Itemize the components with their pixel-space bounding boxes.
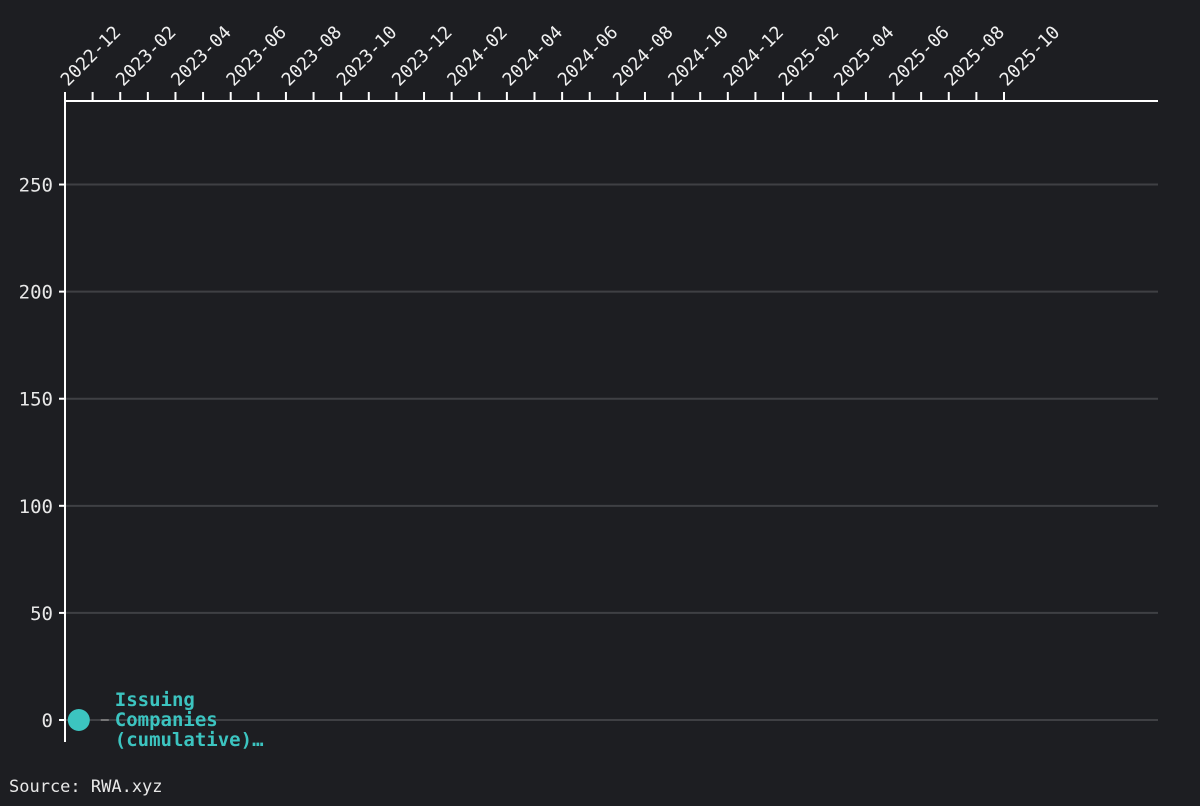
x-tick-label: 2025-02 — [775, 22, 843, 90]
x-tick-label: 2024-08 — [609, 22, 677, 90]
x-tick-label: 2023-02 — [112, 22, 180, 90]
source-note: Source: RWA.xyz — [9, 777, 163, 797]
x-tick-label: 2024-02 — [443, 22, 511, 90]
x-tick-label: 2024-10 — [664, 22, 732, 90]
y-tick-label: 0 — [42, 710, 53, 732]
series-label: (cumulative)… — [115, 729, 264, 751]
x-tick-label: 2023-04 — [167, 22, 235, 90]
x-tick-label: 2023-12 — [388, 22, 456, 90]
x-tick-label: 2025-04 — [830, 22, 898, 90]
series-label: Companies — [115, 709, 218, 731]
y-tick-label: 150 — [19, 389, 53, 411]
series-label: Issuing — [115, 689, 195, 711]
x-tick-label: 2024-04 — [499, 22, 567, 90]
x-tick-label: 2024-06 — [554, 22, 622, 90]
y-tick-label: 250 — [19, 175, 53, 197]
x-tick-label: 2025-10 — [996, 22, 1064, 90]
x-tick-label: 2023-06 — [222, 22, 290, 90]
x-tick-label: 2022-12 — [57, 22, 125, 90]
x-tick-label: 2023-08 — [278, 22, 346, 90]
x-tick-label: 2024-12 — [720, 22, 788, 90]
x-tick-label: 2025-08 — [940, 22, 1008, 90]
data-point — [67, 709, 90, 731]
y-tick-label: 50 — [30, 603, 53, 625]
x-tick-label: 2025-06 — [885, 22, 953, 90]
y-tick-label: 200 — [19, 282, 53, 304]
x-tick-label: 2023-10 — [333, 22, 401, 90]
y-tick-label: 100 — [19, 496, 53, 518]
